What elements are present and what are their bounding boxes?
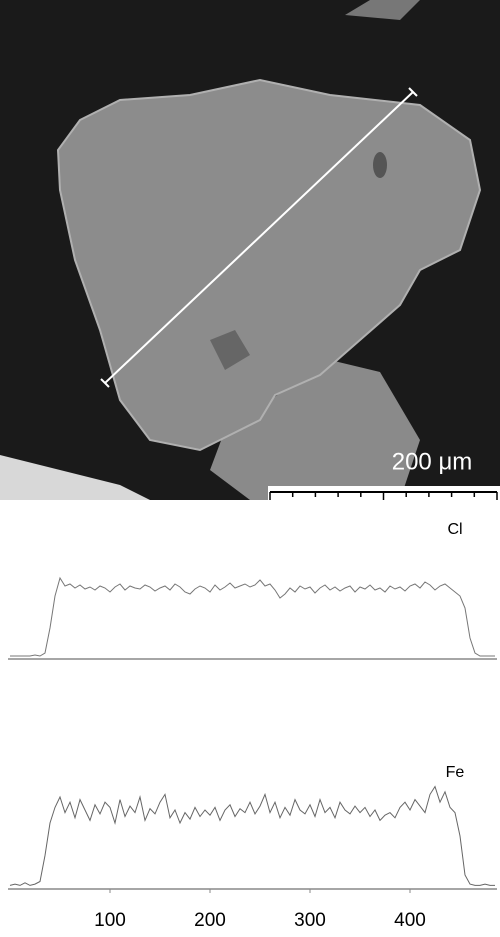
x-tick-label: 100 bbox=[94, 910, 126, 931]
particle bbox=[210, 360, 420, 500]
inclusion bbox=[373, 152, 387, 178]
particle bbox=[345, 0, 420, 20]
x-tick-label: 200 bbox=[194, 910, 226, 931]
profile-line bbox=[10, 576, 495, 657]
scale-bar bbox=[269, 491, 498, 500]
panel-title: Cl bbox=[447, 521, 462, 538]
inclusion bbox=[210, 330, 250, 370]
x-tick-label: 300 bbox=[294, 910, 326, 931]
scan-line-end bbox=[408, 87, 418, 97]
scale-bar-label: 200 μm bbox=[392, 448, 473, 475]
particle bbox=[0, 455, 150, 500]
scan-line-end bbox=[100, 378, 110, 388]
panel-title: Fe bbox=[446, 764, 465, 781]
x-tick-label: 400 bbox=[394, 910, 426, 931]
profile-line bbox=[9, 785, 495, 886]
scan-line bbox=[104, 91, 414, 384]
